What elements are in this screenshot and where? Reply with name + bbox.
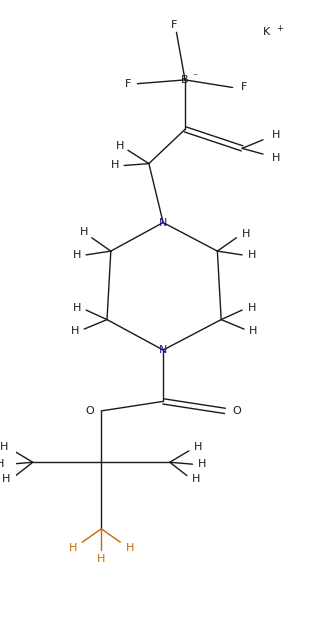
Text: B: B (181, 75, 189, 85)
Text: H: H (249, 326, 258, 336)
Text: F: F (171, 20, 178, 30)
Text: H: H (0, 442, 8, 452)
Text: O: O (86, 406, 94, 416)
Text: H: H (272, 153, 280, 163)
Text: H: H (272, 130, 280, 140)
Text: N: N (159, 217, 167, 227)
Text: O: O (232, 406, 241, 416)
Text: H: H (97, 554, 106, 564)
Text: H: H (110, 161, 119, 171)
Text: H: H (80, 227, 88, 237)
Text: H: H (192, 474, 201, 485)
Text: H: H (126, 543, 134, 553)
Text: H: H (71, 326, 79, 336)
Text: ⁻: ⁻ (193, 72, 198, 82)
Text: H: H (73, 250, 82, 260)
Text: H: H (242, 229, 250, 239)
Text: F: F (125, 78, 131, 88)
Text: +: + (276, 24, 283, 33)
Text: H: H (116, 141, 125, 151)
Text: H: H (198, 459, 206, 469)
Text: F: F (241, 82, 247, 92)
Text: K: K (263, 27, 270, 37)
Text: N: N (159, 345, 167, 355)
Text: H: H (0, 459, 5, 469)
Text: H: H (2, 474, 10, 485)
Text: H: H (72, 303, 81, 313)
Text: H: H (194, 442, 203, 452)
Text: H: H (247, 303, 256, 313)
Text: H: H (69, 543, 77, 553)
Text: H: H (247, 250, 256, 260)
